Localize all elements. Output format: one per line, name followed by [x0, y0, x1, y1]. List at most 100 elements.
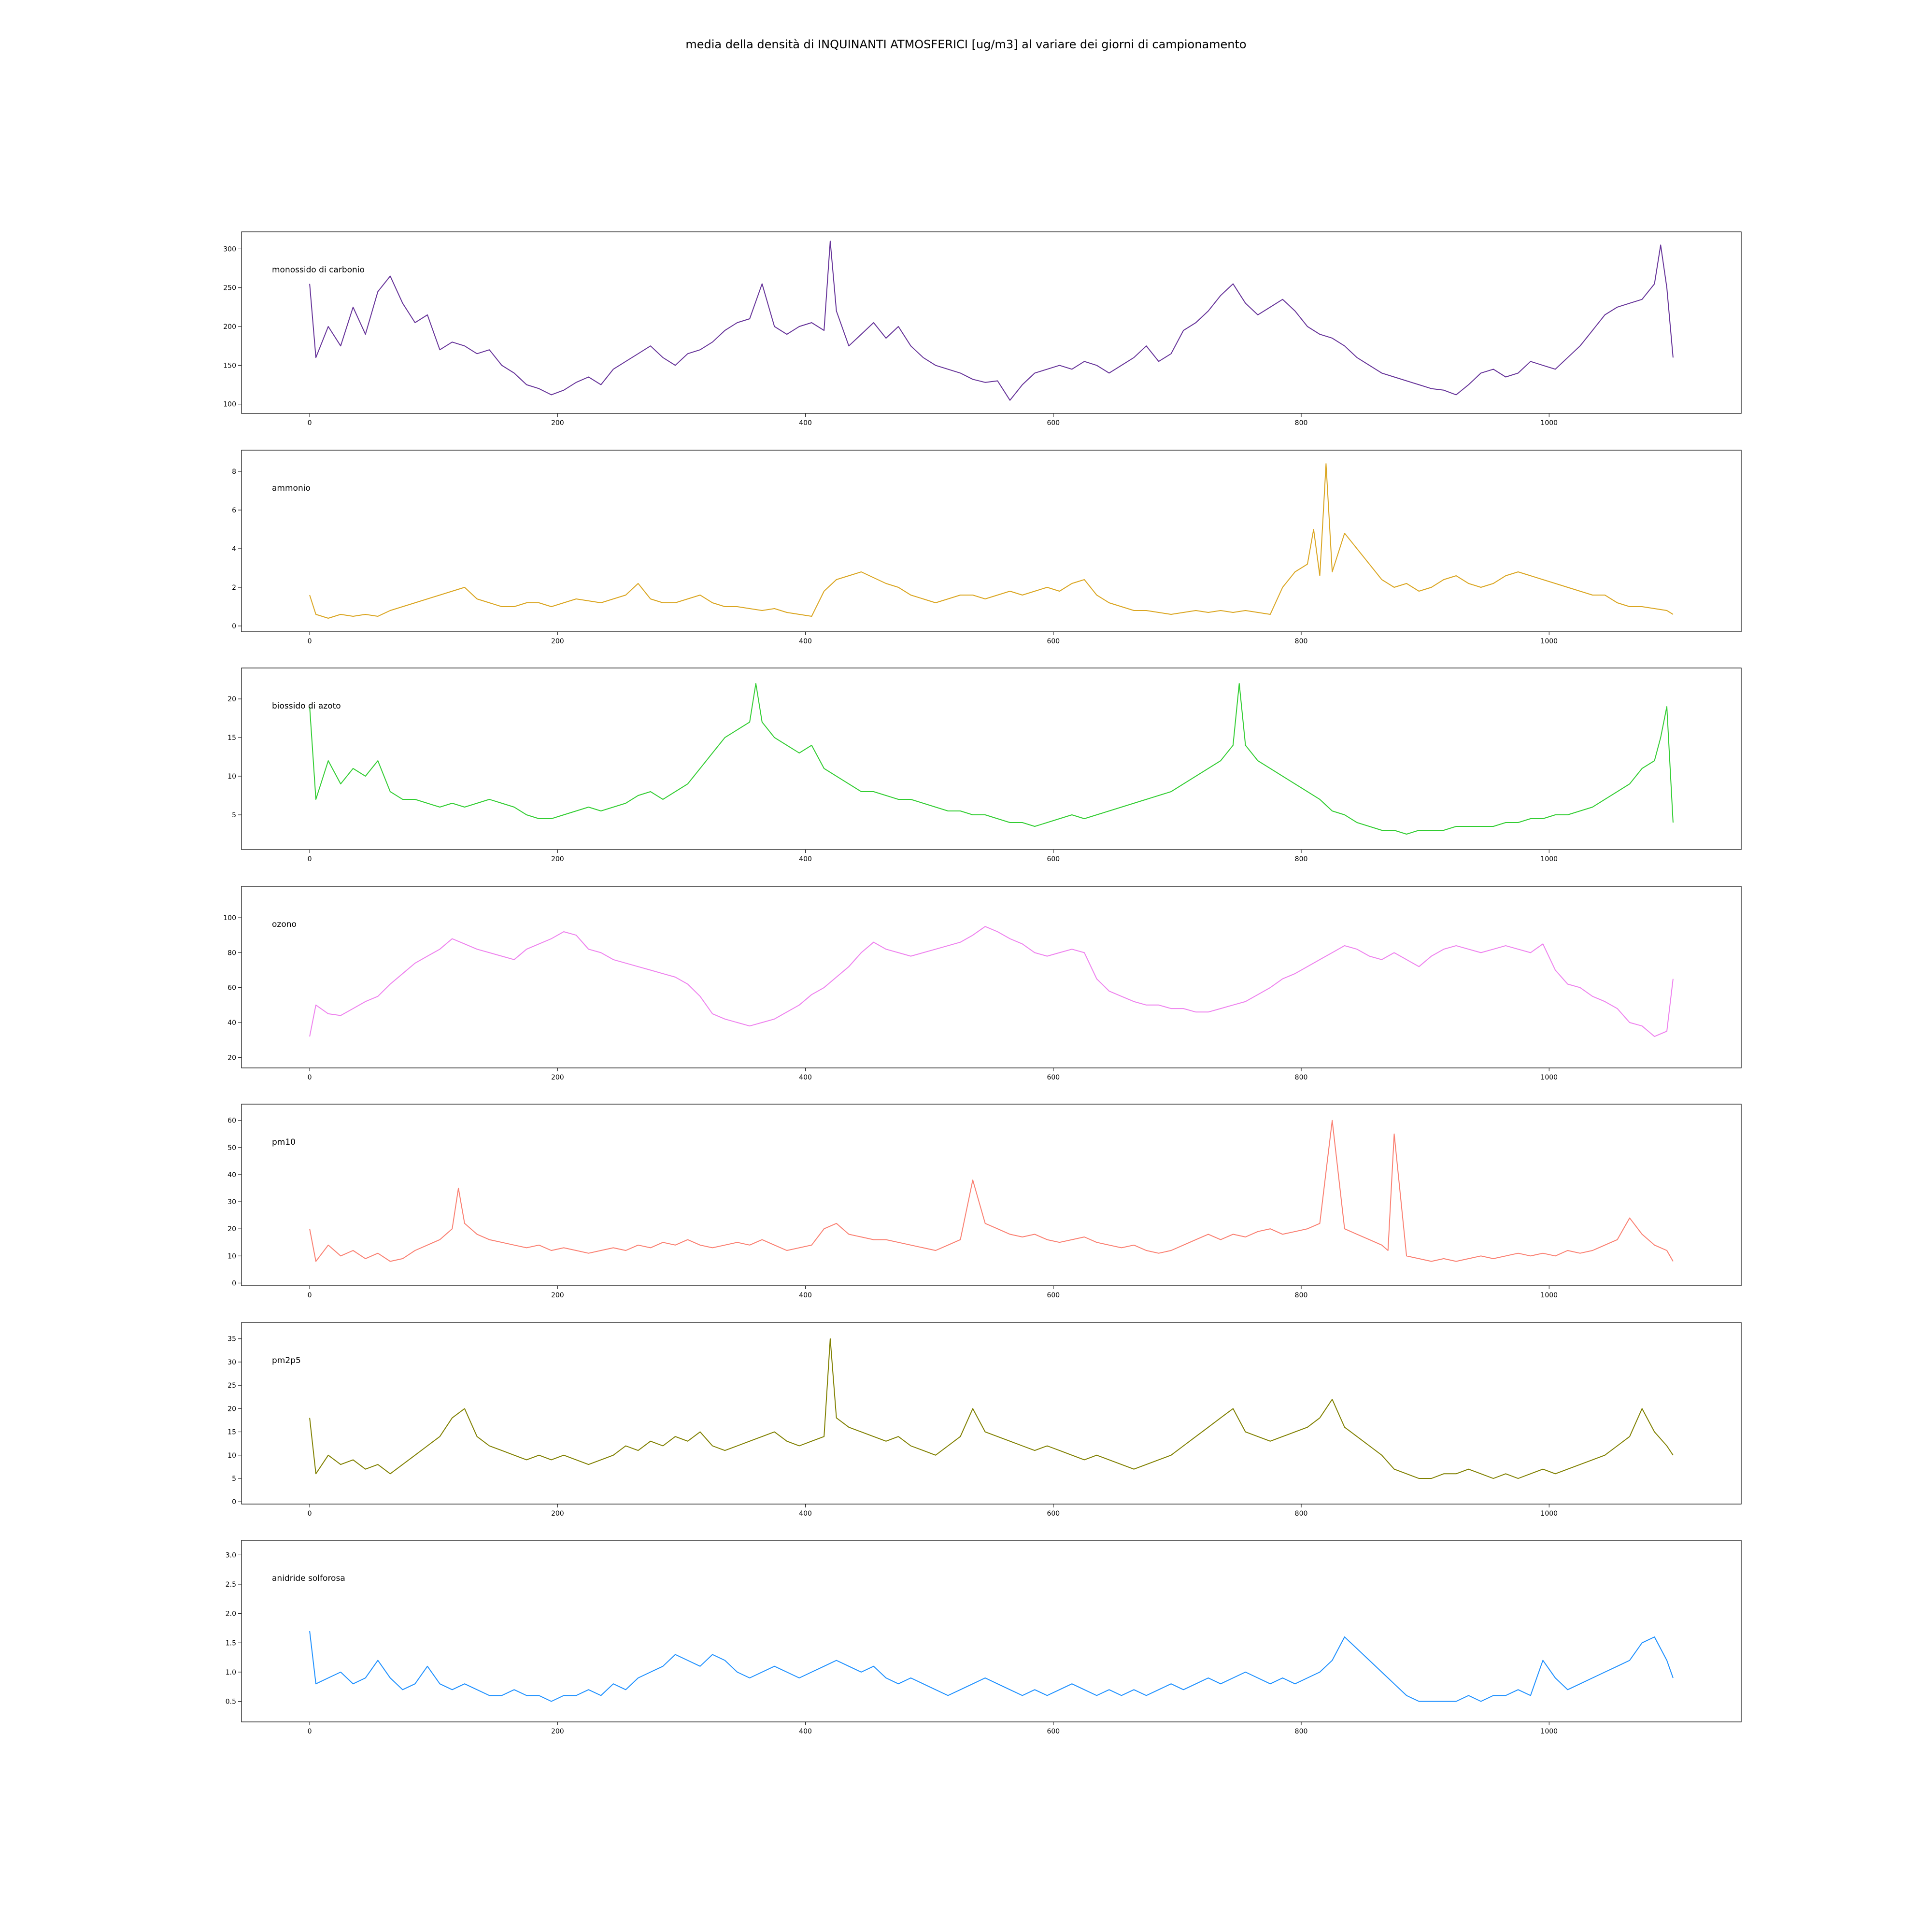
x-tick-label: 400	[799, 855, 812, 863]
subplot-label: pm2p5	[272, 1356, 301, 1365]
y-tick-label: 20	[227, 1225, 236, 1233]
y-tick-label: 5	[232, 1475, 236, 1483]
x-tick-label: 1000	[1540, 1074, 1558, 1081]
y-tick-label: 150	[223, 362, 236, 369]
subplot-label: ammonio	[272, 483, 311, 493]
y-tick-label: 250	[223, 284, 236, 292]
subplot-1: 0 200 400 600 800 1000 100 150 200 250 300 monossid…	[223, 231, 1742, 427]
y-tick-label: 40	[227, 1171, 236, 1179]
y-tick-label: 50	[227, 1144, 236, 1152]
y-tick-label: 200	[223, 323, 236, 331]
y-tick-label: 0	[232, 1279, 236, 1287]
y-tick-label: 30	[227, 1198, 236, 1206]
x-tick-label: 400	[799, 1510, 812, 1518]
x-tick-label: 200	[551, 855, 564, 863]
y-tick-label: 2.5	[226, 1581, 236, 1589]
subplot-3: 0 200 400 600 800 1000 5 10 15 20 biossido di azot…	[227, 668, 1742, 863]
subplot-label: monossido di carbonio	[272, 265, 365, 275]
x-tick-label: 800	[1295, 419, 1308, 427]
plot-frame	[241, 668, 1742, 850]
x-tick-label: 0	[308, 1292, 312, 1299]
subplot-label: pm10	[272, 1137, 296, 1147]
x-tick-label: 600	[1047, 1074, 1060, 1081]
series-line-pm2p5	[309, 1338, 1674, 1479]
y-tick-label: 15	[227, 734, 236, 742]
x-tick-label: 200	[551, 638, 564, 645]
x-tick-label: 400	[799, 419, 812, 427]
y-tick-label: 25	[227, 1382, 236, 1390]
series-line-monossido-di-carbonio	[309, 241, 1674, 401]
x-tick-label: 200	[551, 1728, 564, 1735]
x-tick-label: 0	[308, 1728, 312, 1735]
x-tick-label: 400	[799, 1074, 812, 1081]
x-tick-label: 600	[1047, 1292, 1060, 1299]
x-tick-label: 1000	[1540, 1728, 1558, 1735]
x-tick-label: 1000	[1540, 419, 1558, 427]
y-tick-label: 8	[232, 468, 236, 476]
y-tick-label: 30	[227, 1359, 236, 1366]
y-tick-label: 1.5	[226, 1639, 236, 1647]
subplot-4: 0 200 400 600 800 1000 20 40 60 80 100 ozono	[223, 886, 1742, 1081]
x-tick-label: 1000	[1540, 1292, 1558, 1299]
x-tick-label: 200	[551, 1510, 564, 1518]
x-tick-label: 600	[1047, 1728, 1060, 1735]
y-tick-label: 20	[227, 1405, 236, 1413]
figure-title: media della densità di INQUINANTI ATMOSF…	[685, 38, 1247, 51]
x-tick-label: 200	[551, 1074, 564, 1081]
series-line-ozono	[309, 926, 1674, 1037]
y-tick-label: 4	[232, 545, 236, 553]
y-tick-label: 100	[223, 401, 236, 409]
plot-frame	[241, 1540, 1742, 1722]
plot-frame	[241, 1322, 1742, 1505]
plot-frame	[241, 1104, 1742, 1286]
plot-frame	[241, 886, 1742, 1068]
x-tick-label: 0	[308, 638, 312, 645]
y-tick-label: 40	[227, 1019, 236, 1027]
y-tick-label: 20	[227, 696, 236, 703]
y-tick-label: 300	[223, 245, 236, 253]
x-tick-label: 800	[1295, 1074, 1308, 1081]
x-tick-label: 600	[1047, 638, 1060, 645]
x-tick-label: 200	[551, 419, 564, 427]
x-tick-label: 0	[308, 855, 312, 863]
y-tick-label: 15	[227, 1429, 236, 1436]
y-tick-label: 10	[227, 773, 236, 781]
y-tick-label: 60	[227, 1117, 236, 1125]
x-tick-label: 800	[1295, 855, 1308, 863]
y-tick-label: 1.0	[226, 1669, 236, 1676]
series-line-biossido-di-azoto	[309, 683, 1674, 835]
y-tick-label: 100	[223, 914, 236, 922]
y-tick-label: 20	[227, 1054, 236, 1062]
series-line-ammonio	[309, 463, 1674, 619]
y-tick-label: 0	[232, 623, 236, 630]
y-tick-label: 0	[232, 1498, 236, 1506]
x-tick-label: 800	[1295, 638, 1308, 645]
x-tick-label: 400	[799, 638, 812, 645]
y-tick-label: 2	[232, 584, 236, 592]
plot-frame	[241, 231, 1742, 414]
x-tick-label: 800	[1295, 1510, 1308, 1518]
subplot-label: biossido di azoto	[272, 701, 341, 711]
x-tick-label: 400	[799, 1728, 812, 1735]
series-line-pm10	[309, 1120, 1674, 1262]
x-tick-label: 200	[551, 1292, 564, 1299]
subplot-label: anidride solforosa	[272, 1574, 345, 1583]
x-tick-label: 0	[308, 1074, 312, 1081]
y-tick-label: 80	[227, 949, 236, 957]
y-tick-label: 3.0	[226, 1551, 236, 1559]
y-tick-label: 0.5	[226, 1698, 236, 1706]
x-tick-label: 0	[308, 419, 312, 427]
x-tick-label: 800	[1295, 1292, 1308, 1299]
subplot-label: ozono	[272, 920, 297, 929]
x-tick-label: 1000	[1540, 638, 1558, 645]
plot-frame	[241, 450, 1742, 632]
y-tick-label: 6	[232, 507, 236, 514]
subplot-6: 0 200 400 600 800 1000 0 5 10 15 20 25 30 35 pm2p5	[227, 1322, 1742, 1518]
y-tick-label: 5	[232, 811, 236, 819]
y-tick-label: 60	[227, 984, 236, 992]
x-tick-label: 400	[799, 1292, 812, 1299]
subplot-5: 0 200 400 600 800 1000 0 10 20 30 40 50 60 pm10	[227, 1104, 1742, 1299]
x-tick-label: 800	[1295, 1728, 1308, 1735]
y-tick-label: 2.0	[226, 1610, 236, 1618]
